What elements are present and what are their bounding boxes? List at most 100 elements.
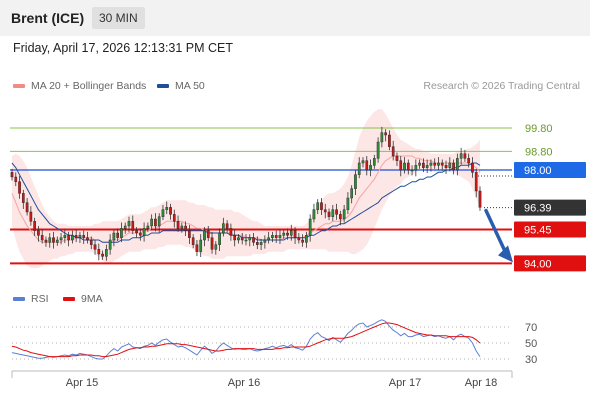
candle-body: [33, 221, 36, 231]
legend-label-rsi: RSI: [31, 293, 49, 305]
candle-body: [14, 176, 18, 182]
candle-body: [361, 160, 365, 164]
candle-body: [403, 162, 406, 171]
candle-body: [248, 237, 252, 241]
candle-body: [29, 211, 33, 222]
candle-body: [48, 237, 52, 243]
candle-body: [154, 218, 157, 227]
candle-body: [271, 235, 274, 238]
candle-body: [233, 235, 237, 241]
candle-body: [40, 235, 44, 241]
x-axis-label-apr-18: Apr 18: [465, 377, 497, 389]
instrument-title: Brent (ICE): [11, 10, 85, 26]
candle-body: [354, 174, 357, 189]
candle-body: [203, 230, 206, 241]
candle-body: [55, 239, 59, 243]
candle-body: [169, 207, 172, 215]
candle-body: [93, 244, 97, 250]
price-label-bg-98.00: [514, 162, 586, 178]
research-credit: Research © 2026 Trading Central: [423, 80, 580, 92]
candle-body: [406, 162, 410, 171]
timeframe-badge[interactable]: 30 MIN: [92, 7, 145, 29]
legend-swatch-rsi: [13, 297, 25, 301]
candle-body: [452, 162, 455, 171]
candle-body: [172, 214, 176, 222]
candle-body: [218, 232, 221, 245]
candle-body: [399, 160, 403, 171]
candle-body: [146, 225, 150, 229]
price-label-96.39: 96.39: [524, 203, 552, 215]
candle-body: [388, 134, 391, 147]
candle-body: [10, 172, 14, 178]
candle-body: [63, 235, 67, 238]
candle-body: [293, 230, 297, 238]
candle-body: [312, 209, 316, 220]
rsi-ma-line: [11, 322, 481, 358]
candle-body: [116, 232, 120, 238]
candle-body: [323, 209, 327, 213]
candle-body: [222, 223, 225, 234]
candle-body: [199, 239, 203, 252]
candle-body: [478, 190, 482, 208]
rsi-line: [11, 319, 481, 360]
candle-body: [414, 165, 418, 171]
candle-body: [418, 162, 421, 166]
candle-body: [108, 239, 112, 250]
candle-body: [82, 235, 86, 238]
candle-body: [320, 202, 323, 210]
legend-label-rsi-ma: 9MA: [81, 293, 103, 305]
price-label-bg-96.39: [514, 199, 586, 216]
candle-body: [350, 188, 354, 199]
legend-ma20-bollinger: MA 20 + Bollinger Bands: [13, 80, 146, 92]
candle-body: [176, 221, 180, 229]
candle-body: [289, 230, 293, 236]
price-label-95.45: 95.45: [524, 225, 552, 237]
candle-body: [138, 232, 142, 236]
candle-body: [237, 237, 240, 241]
forecast-arrow-shaft: [484, 208, 508, 256]
legend-swatch-ma20: [13, 84, 25, 88]
resistance-label-99.80: 99.80: [525, 123, 553, 135]
candle-body: [448, 162, 452, 168]
candle-body: [252, 237, 255, 243]
candle-body: [459, 153, 463, 159]
candle-body: [112, 232, 116, 241]
candle-body: [101, 253, 104, 257]
candle-body: [195, 244, 199, 252]
candle-body: [229, 228, 233, 236]
candle-body: [365, 160, 369, 171]
candle-body: [74, 235, 78, 238]
candle-body: [188, 230, 191, 238]
candle-body: [456, 158, 459, 171]
price-label-94.00: 94.00: [524, 258, 552, 270]
candle-body: [474, 172, 478, 192]
candle-body: [161, 209, 165, 217]
candle-body: [225, 223, 229, 229]
candle-body: [191, 237, 195, 245]
candle-body: [278, 235, 282, 238]
candle-body: [327, 211, 331, 217]
candle-body: [267, 237, 270, 241]
legend-rsi-ma: 9MA: [63, 293, 103, 305]
candle-body: [305, 235, 308, 243]
candle-body: [433, 162, 437, 166]
candle-body: [372, 158, 376, 166]
candle-body: [335, 209, 338, 215]
candle-body: [127, 221, 131, 227]
candle-body: [331, 209, 335, 217]
candle-body: [71, 235, 74, 241]
candle-body: [240, 237, 244, 241]
candle-body: [150, 218, 153, 227]
candle-body: [131, 221, 135, 231]
chart-header: Brent (ICE) 30 MIN: [0, 0, 590, 36]
candle-body: [206, 230, 210, 238]
candle-body: [369, 165, 372, 171]
candle-body: [384, 132, 387, 136]
legend-swatch-rsi-ma: [63, 297, 75, 301]
candle-body: [391, 146, 395, 157]
candle-body: [440, 162, 444, 166]
candle-body: [165, 207, 169, 210]
candle-body: [282, 232, 286, 236]
candle-body: [471, 162, 474, 173]
